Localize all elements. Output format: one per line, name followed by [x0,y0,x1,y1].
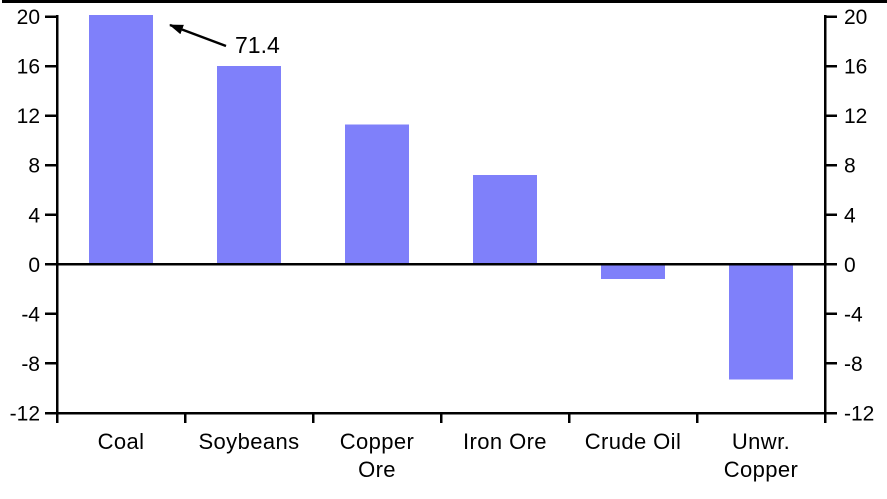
y-tick-label-right-0: 0 [844,254,856,277]
category-label-copper-ore-line1: Copper [340,429,415,454]
bar-soybeans [217,66,281,265]
annotation-value-label: 71.4 [235,32,280,58]
category-label-unwr-copper-line2: Copper [724,457,799,482]
category-label-unwr-copper-line1: Unwr. [732,429,790,454]
y-tick-label-right-16: 16 [844,56,867,79]
y-tick-label-right-20: 20 [844,6,867,29]
y-tick-label-right-12: 12 [844,105,867,128]
y-tick-label-right--12: -12 [844,403,874,426]
category-label-coal: Coal [98,429,145,454]
y-tick-label-right--4: -4 [844,303,863,326]
category-label-soybeans: Soybeans [198,429,299,454]
y-tick-label-left-12: 12 [17,105,40,128]
category-label-copper-ore-line2: Ore [358,457,396,482]
y-tick-label-left--8: -8 [21,353,40,376]
bar-coal [89,15,153,265]
bar-iron-ore [473,175,537,265]
y-tick-label-left-20: 20 [17,6,40,29]
bar-unwr-copper [729,264,793,380]
y-tick-label-left-8: 8 [28,155,40,178]
annotation-arrow [169,23,227,48]
y-tick-label-left-0: 0 [28,254,40,277]
y-tick-label-right-8: 8 [844,155,856,178]
bar-crude-oil [601,264,665,280]
y-tick-label-left--12: -12 [10,403,40,426]
category-label-crude-oil: Crude Oil [585,429,682,454]
y-tick-label-left-16: 16 [17,56,40,79]
y-tick-label-right-4: 4 [844,204,856,227]
y-tick-label-left-4: 4 [28,204,40,227]
y-tick-label-right--8: -8 [844,353,863,376]
y-tick-label-left--4: -4 [21,303,40,326]
bar-copper-ore [345,124,409,265]
chart-top-border [2,0,887,3]
category-label-iron-ore: Iron Ore [463,429,547,454]
